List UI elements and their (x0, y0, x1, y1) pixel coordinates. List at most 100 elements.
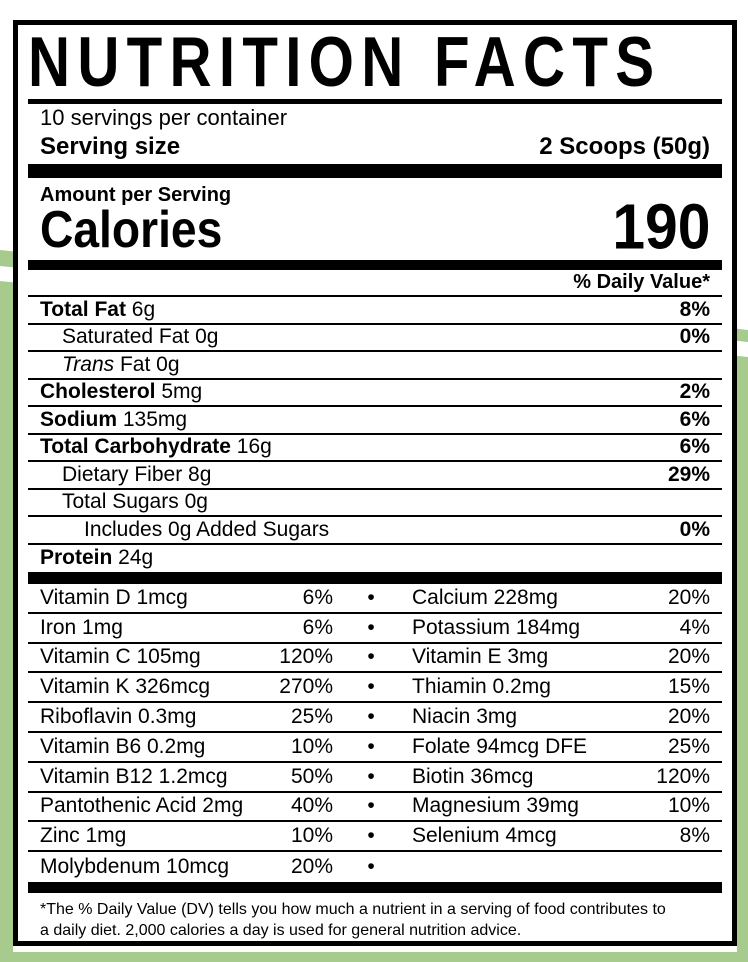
vitamin-name: Vitamin D 1mcg (40, 585, 188, 609)
bullet-icon: • (367, 615, 375, 639)
daily-value-footnote: *The % Daily Value (DV) tells you how mu… (40, 899, 710, 941)
nutrient-table: Total Fat 6g 8% Saturated Fat 0g 0% Trans Fa… (28, 297, 722, 572)
vitamin-name: Iron 1mg (40, 615, 123, 639)
vitamin-row: Riboflavin 0.3mg 25% • Niacin 3mg 20% (28, 703, 722, 733)
vitamin-name: Pantothenic Acid 2mg (40, 794, 244, 818)
vitamin-daily-value: 10% (667, 794, 710, 818)
thick-divider-bar (28, 572, 722, 584)
nutrition-facts-label: NUTRITION FACTS 10 servings per containe… (13, 20, 737, 946)
daily-value-header: % Daily Value* (28, 270, 722, 297)
vitamin-daily-value: 4% (679, 615, 710, 639)
nutrient-daily-value: 6% (679, 407, 710, 431)
bullet-icon: • (367, 585, 375, 609)
vitamin-row: Vitamin C 105mg 120% • Vitamin E 3mg 20% (28, 644, 722, 674)
vitamin-daily-value: 15% (667, 675, 710, 699)
nutrient-name: Cholesterol 5mg (40, 380, 203, 404)
vitamin-name: Zinc 1mg (40, 824, 127, 848)
vitamin-daily-value: 20% (290, 855, 333, 879)
vitamin-daily-value: 10% (290, 734, 333, 758)
label-inner: NUTRITION FACTS 10 servings per containe… (18, 25, 732, 941)
nutrient-row: Sodium 135mg 6% (28, 407, 722, 435)
vitamin-row: Molybdenum 10mcg 20% • (28, 852, 722, 882)
nutrient-row: Total Sugars 0g (28, 490, 722, 517)
calories-value-text: 190 (611, 189, 710, 263)
nutrient-row: Total Carbohydrate 16g 6% (28, 435, 722, 462)
nutrient-name: Dietary Fiber 8g (62, 462, 212, 486)
vitamin-daily-value: 25% (290, 705, 333, 729)
vitamin-row: Zinc 1mg 10% • Selenium 4mcg 8% (28, 822, 722, 853)
serving-size-value: 2 Scoops (50g) (539, 132, 710, 160)
vitamin-mineral-table: Vitamin D 1mcg 6% • Calcium 228mg 20% Iron 1m… (28, 584, 722, 882)
vitamin-name: Calcium 228mg (412, 585, 558, 609)
bullet-icon: • (367, 675, 375, 699)
vitamin-name: Riboflavin 0.3mg (40, 705, 197, 729)
nutrient-daily-value: 2% (679, 380, 710, 404)
bullet-icon: • (367, 824, 375, 848)
vitamin-daily-value: 25% (667, 734, 710, 758)
serving-size-row: Serving size 2 Scoops (50g) (40, 130, 710, 163)
nutrient-daily-value: 0% (679, 517, 710, 541)
thick-divider-bar (28, 881, 722, 893)
nutrient-name: Protein 24g (40, 546, 154, 570)
vitamin-name: Vitamin E 3mg (412, 645, 549, 669)
bullet-icon: • (367, 734, 375, 758)
nutrient-daily-value: 8% (679, 297, 710, 321)
nutrient-name: Saturated Fat 0g (62, 325, 219, 349)
vitamin-name: Magnesium 39mg (412, 794, 579, 818)
footnote-line-1: *The % Daily Value (DV) tells you how mu… (40, 900, 666, 918)
bullet-icon: • (367, 764, 375, 788)
nutrient-row: Trans Fat 0g (28, 352, 722, 380)
thick-divider-bar (28, 164, 722, 178)
serving-size-label: Serving size (40, 132, 181, 160)
vitamin-name: Niacin 3mg (412, 705, 518, 729)
vitamin-row: Iron 1mg 6% • Potassium 184mg 4% (28, 614, 722, 644)
vitamin-name: Vitamin B6 0.2mg (40, 734, 206, 758)
nutrient-row: Protein 24g (28, 545, 722, 573)
vitamin-row: Vitamin B6 0.2mg 10% • Folate 94mcg DFE 25% (28, 733, 722, 763)
vitamin-daily-value: 8% (679, 824, 710, 848)
vitamin-row: Vitamin D 1mcg 6% • Calcium 228mg 20% (28, 584, 722, 614)
nutrient-name: Includes 0g Added Sugars (84, 517, 330, 541)
bullet-icon: • (367, 855, 375, 879)
nutrient-name: Sodium 135mg (40, 407, 188, 431)
vitamin-daily-value: 6% (302, 615, 333, 639)
amount-per-serving-label: Amount per Serving (40, 184, 232, 206)
nutrient-name: Total Fat 6g (40, 297, 156, 321)
vitamin-daily-value: 270% (279, 675, 333, 699)
thick-divider-bar (28, 260, 722, 270)
vitamin-name: Vitamin B12 1.2mcg (40, 764, 228, 788)
nutrient-name: Total Sugars 0g (62, 490, 208, 514)
nutrient-row: Saturated Fat 0g 0% (28, 325, 722, 352)
calories-value: 190 (612, 194, 710, 258)
footnote-line-2: a daily diet. 2,000 calories a day is us… (40, 921, 522, 939)
label-title-text: NUTRITION FACTS (28, 25, 662, 101)
vitamin-name: Potassium 184mg (412, 615, 581, 639)
vitamin-daily-value: 120% (656, 764, 710, 788)
bullet-icon: • (367, 705, 375, 729)
vitamin-row: Vitamin B12 1.2mcg 50% • Biotin 36mcg 120% (28, 763, 722, 793)
nutrient-daily-value: 29% (667, 462, 710, 486)
vitamin-row: Vitamin K 326mcg 270% • Thiamin 0.2mg 15% (28, 673, 722, 704)
calories-label: Calories (40, 205, 222, 256)
nutrient-row: Includes 0g Added Sugars 0% (28, 517, 722, 545)
nutrient-daily-value: 6% (679, 435, 710, 459)
nutrient-name: Total Carbohydrate 16g (40, 435, 272, 459)
vitamin-daily-value: 40% (290, 794, 333, 818)
calories-label-text: Calories (40, 201, 223, 260)
nutrient-row: Dietary Fiber 8g 29% (28, 462, 722, 490)
vitamin-row: Pantothenic Acid 2mg 40% • Magnesium 39mg 10… (28, 793, 722, 823)
title-rule (28, 99, 722, 104)
vitamin-daily-value: 50% (290, 764, 333, 788)
vitamin-name: Biotin 36mcg (412, 764, 534, 788)
nutrient-name: Trans Fat 0g (62, 352, 180, 376)
nutrient-row: Cholesterol 5mg 2% (28, 380, 722, 407)
vitamin-daily-value: 20% (667, 705, 710, 729)
vitamin-name: Vitamin C 105mg (40, 645, 201, 669)
vitamin-daily-value: 20% (667, 645, 710, 669)
servings-per-container: 10 servings per container (40, 105, 288, 130)
bullet-icon: • (367, 645, 375, 669)
vitamin-name: Thiamin 0.2mg (412, 675, 551, 699)
bullet-icon: • (367, 794, 375, 818)
vitamin-daily-value: 6% (302, 585, 333, 609)
vitamin-name: Molybdenum 10mcg (40, 855, 230, 879)
